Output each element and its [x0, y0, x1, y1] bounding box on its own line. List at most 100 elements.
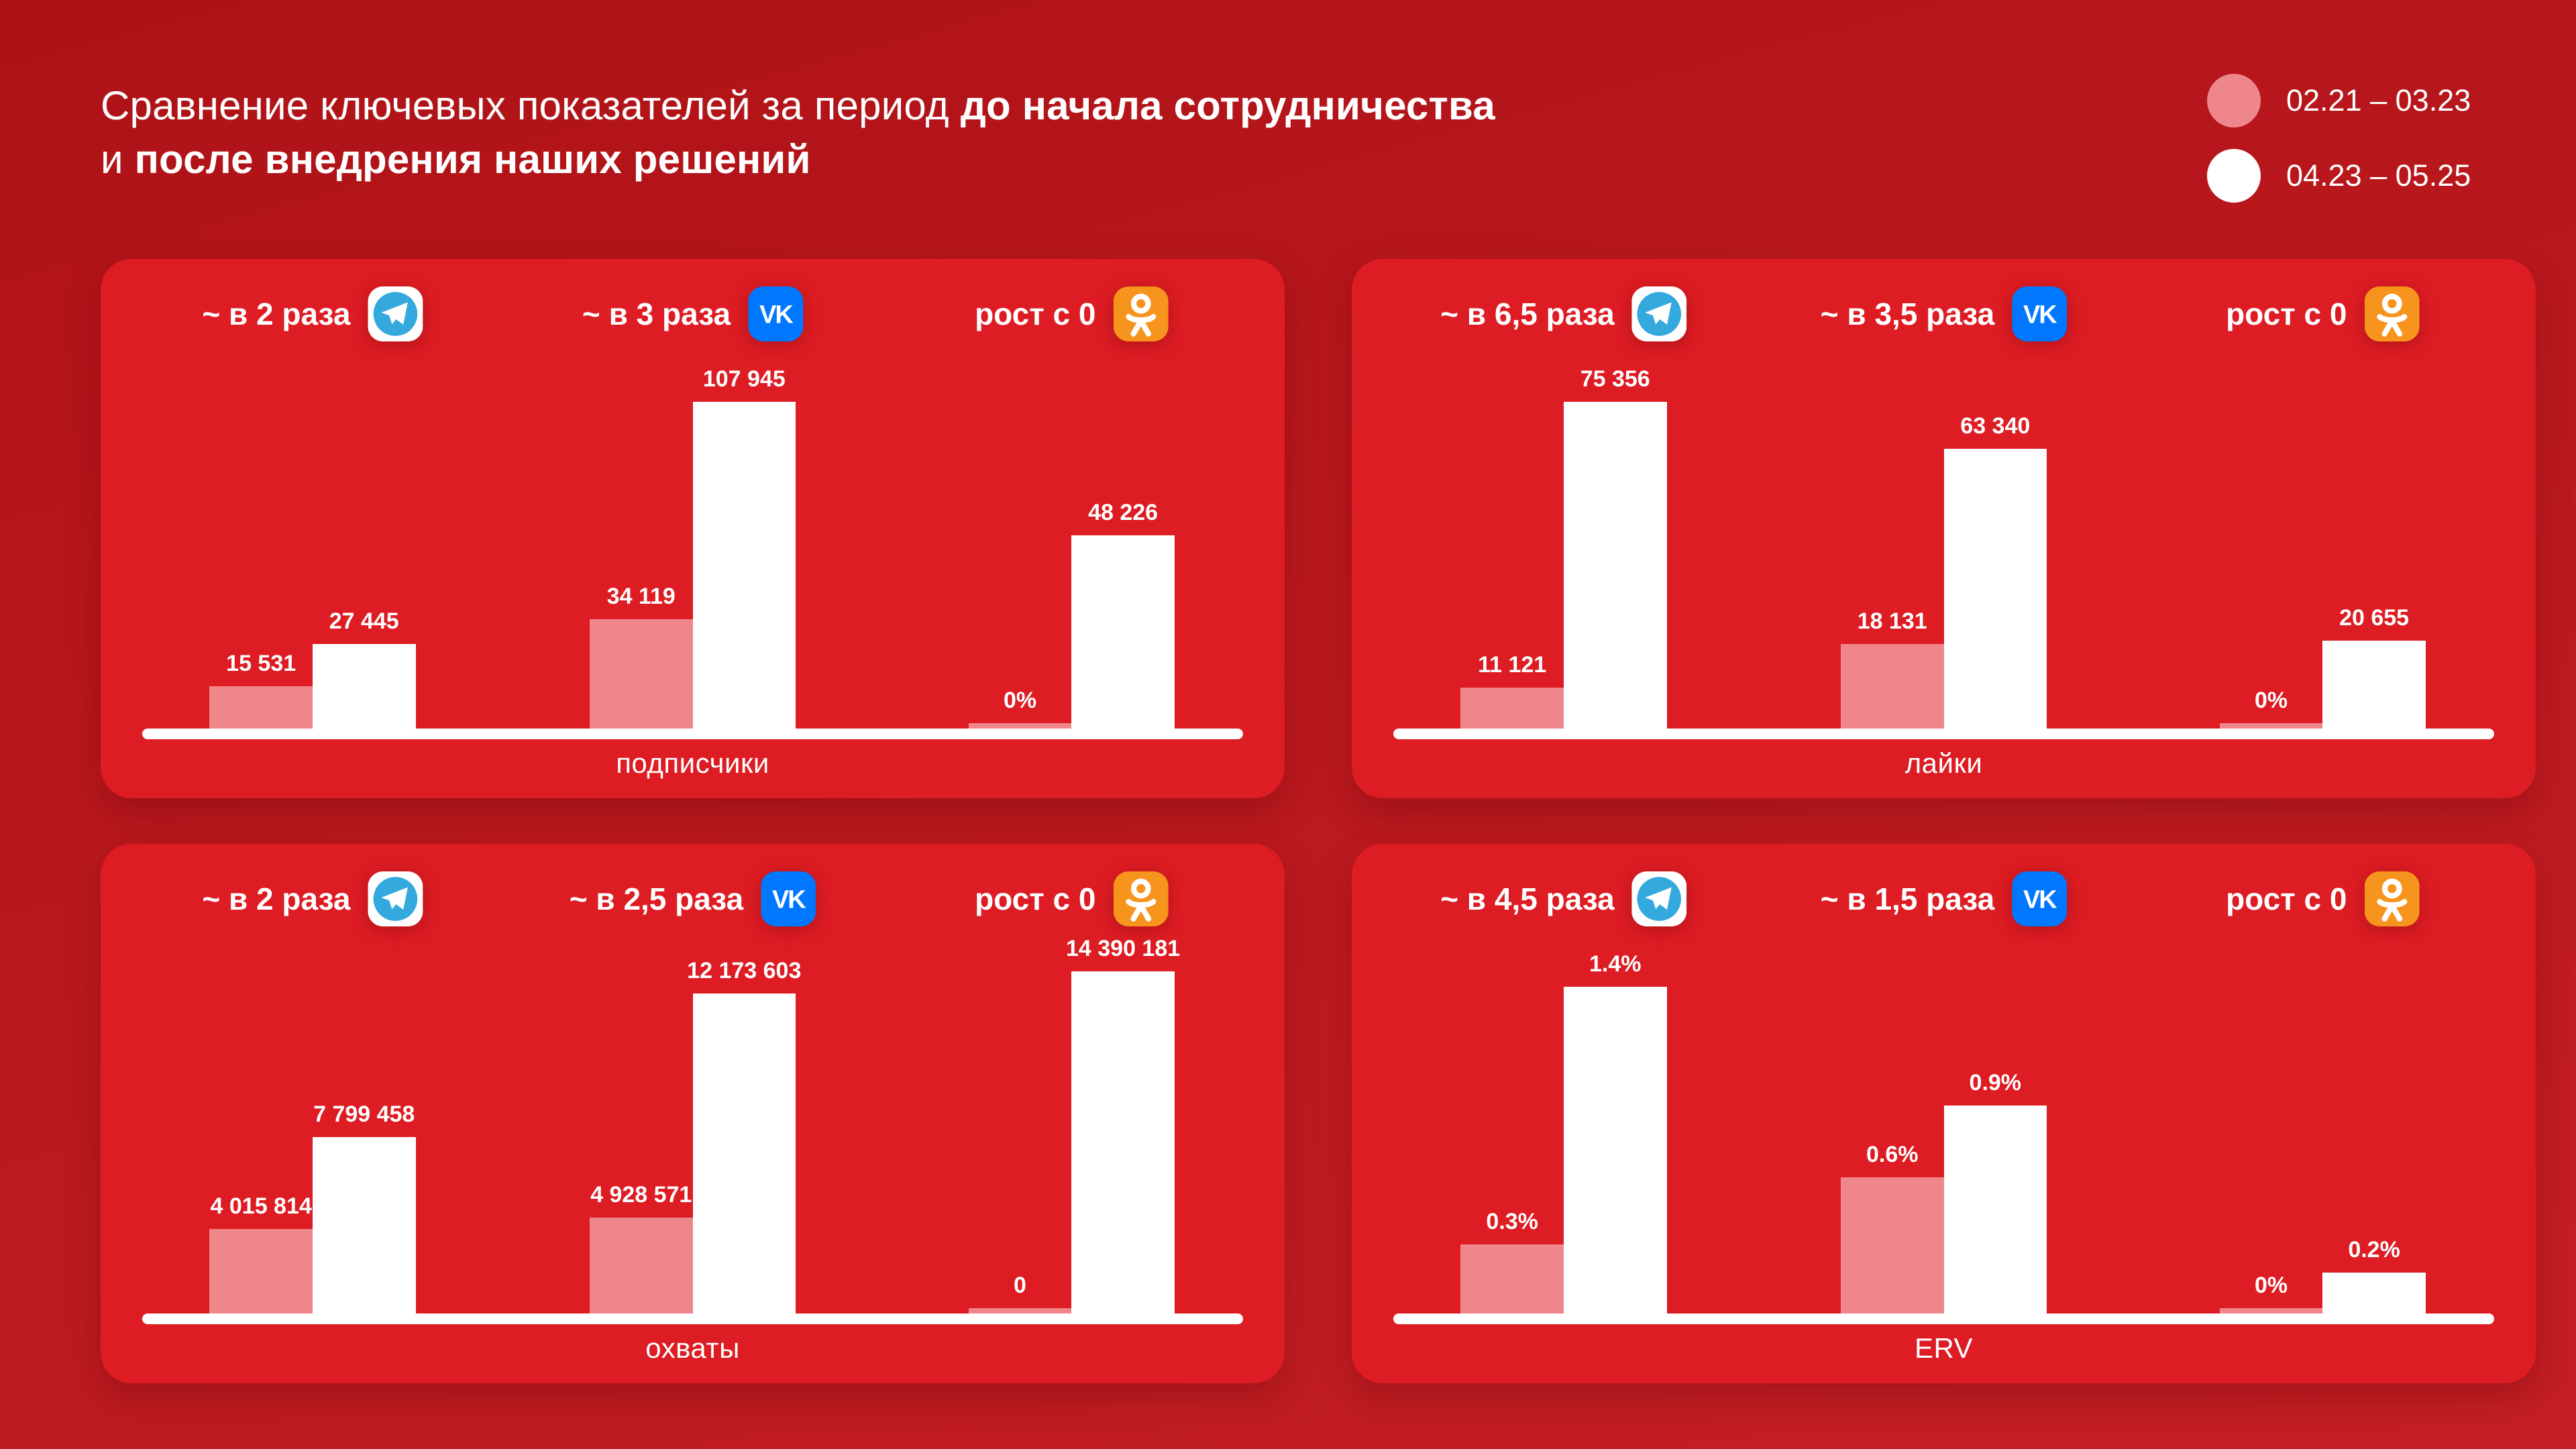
bar-group-telegram: 4 015 814 7 799 458 [209, 981, 416, 1316]
growth-headline: ~ в 2 раза [202, 881, 351, 916]
growth-headline: ~ в 2,5 раза [569, 881, 744, 916]
legend-swatch-after [2207, 149, 2261, 203]
bar-group-telegram: 0.3% 1.4% [1460, 951, 1667, 1316]
bar-after: 75 356 [1563, 366, 1667, 731]
title-line-2: и после внедрения наших решений [101, 136, 811, 182]
legend-row-before: 02.21 – 03.23 [2207, 74, 2471, 127]
growth-headline: рост с 0 [975, 881, 1096, 916]
vk-icon [748, 286, 803, 341]
bar-after: 20 655 [2322, 605, 2426, 731]
ok-icon [2365, 871, 2420, 926]
metric-label: ERV [1914, 1332, 1974, 1364]
bar-value-label: 0% [2254, 1273, 2288, 1298]
bar-before: 4 015 814 [209, 1193, 313, 1316]
headline-group-telegram: ~ в 2 раза [202, 871, 423, 927]
title-line-1: Сравнение ключевых показателей за период… [101, 83, 1495, 128]
bar-group-vk: 4 928 571 12 173 603 [589, 958, 801, 1316]
headline-group-vk: ~ в 3,5 раза [1821, 286, 2068, 342]
bar-value-label: 48 226 [1088, 500, 1159, 525]
bar-group-ok: 0% 20 655 [2219, 396, 2426, 731]
bar-after: 0.2% [2322, 1237, 2426, 1316]
bar-value-label: 75 356 [1580, 366, 1650, 392]
ok-icon [2365, 286, 2420, 341]
headline-group-telegram: ~ в 6,5 раза [1440, 286, 1687, 342]
growth-headline: ~ в 3,5 раза [1820, 297, 1995, 331]
bar-value-label: 0.9% [1969, 1070, 2022, 1095]
growth-headline: ~ в 6,5 раза [1440, 297, 1615, 331]
panel-likes: ~ в 6,5 раза ~ в 3,5 раза рост с 0 11 12… [1352, 259, 2536, 798]
bar-before: 34 119 [589, 584, 693, 731]
panel-subscribers: ~ в 2 раза ~ в 3 раза рост с 0 15 531 27… [101, 259, 1285, 798]
metric-label: охваты [645, 1332, 740, 1364]
axis-line [1393, 1313, 2494, 1324]
headline-group-ok: рост с 0 [2226, 286, 2419, 342]
bar-value-label: 0 [1014, 1273, 1026, 1298]
ok-icon [1114, 871, 1169, 926]
bar-group-ok: 0% 48 226 [968, 396, 1175, 731]
bar-group-vk: 34 119 107 945 [589, 366, 796, 731]
axis-line [142, 1313, 1243, 1324]
headline-group-ok: рост с 0 [2226, 871, 2419, 927]
bar-value-label: 12 173 603 [687, 958, 802, 983]
bar-value-label: 0% [2254, 688, 2288, 713]
bar-before: 0.3% [1460, 1209, 1564, 1316]
bar-after: 0.9% [1943, 1070, 2047, 1316]
growth-headline: ~ в 3 раза [582, 297, 731, 331]
telegram-icon [368, 286, 423, 341]
bar-after: 12 173 603 [687, 958, 801, 1316]
bar-value-label: 1.4% [1589, 951, 1642, 977]
headline-group-vk: ~ в 2,5 раза [570, 871, 816, 927]
axis-line [1393, 729, 2494, 739]
page-title: Сравнение ключевых показателей за период… [101, 79, 1495, 186]
bar-after: 107 945 [692, 366, 796, 731]
vk-icon [761, 871, 816, 926]
bar-before: 18 131 [1840, 608, 1944, 731]
bar-value-label: 18 131 [1857, 608, 1927, 634]
headline-group-ok: рост с 0 [975, 286, 1168, 342]
bar-value-label: 4 015 814 [210, 1193, 312, 1219]
bar-group-telegram: 15 531 27 445 [209, 396, 416, 731]
bar-group-vk: 0.6% 0.9% [1840, 981, 2047, 1316]
ok-icon [1114, 286, 1169, 341]
legend: 02.21 – 03.23 04.23 – 05.25 [2207, 74, 2471, 224]
bar-value-label: 0% [1003, 688, 1037, 713]
telegram-icon [368, 871, 423, 926]
bar-value-label: 7 799 458 [313, 1102, 415, 1127]
vk-icon [2012, 286, 2067, 341]
bar-value-label: 20 655 [2339, 605, 2410, 631]
bar-before: 11 121 [1460, 652, 1564, 731]
growth-headline: ~ в 1,5 раза [1820, 881, 1995, 916]
metric-label: подписчики [616, 747, 769, 779]
headline-group-vk: ~ в 3 раза [582, 286, 803, 342]
bar-value-label: 107 945 [702, 366, 786, 392]
headline-group-vk: ~ в 1,5 раза [1821, 871, 2068, 927]
bar-group-vk: 18 131 63 340 [1840, 396, 2047, 731]
bar-value-label: 0.3% [1486, 1209, 1538, 1234]
headline-group-telegram: ~ в 2 раза [202, 286, 423, 342]
bar-group-ok: 0 14 390 181 [968, 936, 1180, 1316]
growth-headline: рост с 0 [2226, 881, 2347, 916]
bar-group-ok: 0% 0.2% [2219, 981, 2426, 1316]
axis-line [142, 729, 1243, 739]
bar-before: 15 531 [209, 651, 313, 731]
bar-before: 4 928 571 [589, 1182, 693, 1316]
bar-after: 48 226 [1071, 500, 1175, 731]
telegram-icon [1632, 286, 1687, 341]
metric-label: лайки [1904, 747, 1983, 779]
headline-group-telegram: ~ в 4,5 раза [1440, 871, 1687, 927]
panel-reach: ~ в 2 раза ~ в 2,5 раза рост с 0 4 015 8… [101, 844, 1285, 1383]
growth-headline: ~ в 4,5 раза [1440, 881, 1615, 916]
bar-value-label: 11 121 [1478, 652, 1547, 678]
bar-value-label: 27 445 [329, 608, 399, 634]
bar-after: 27 445 [312, 608, 416, 731]
bar-value-label: 14 390 181 [1065, 936, 1181, 961]
growth-headline: рост с 0 [975, 297, 1096, 331]
bar-value-label: 0.6% [1866, 1142, 1919, 1167]
legend-swatch-before [2207, 74, 2261, 127]
bar-after: 14 390 181 [1066, 936, 1180, 1316]
headline-group-ok: рост с 0 [975, 871, 1168, 927]
bar-value-label: 4 928 571 [590, 1182, 692, 1208]
telegram-icon [1632, 871, 1687, 926]
legend-label-after: 04.23 – 05.25 [2286, 158, 2471, 193]
legend-label-before: 02.21 – 03.23 [2286, 83, 2471, 117]
